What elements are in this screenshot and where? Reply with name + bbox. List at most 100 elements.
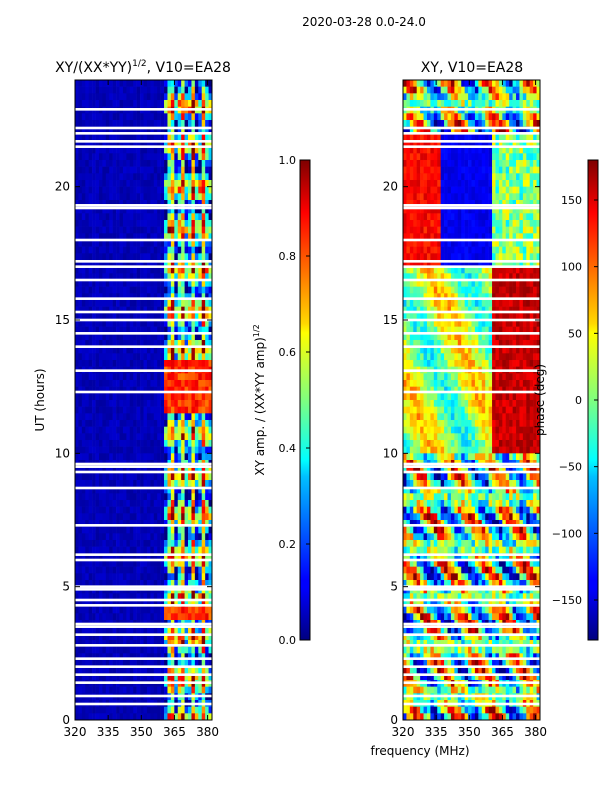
heatmap-cell — [98, 666, 103, 674]
heatmap-cell — [119, 146, 124, 154]
heatmap-cell — [164, 506, 168, 514]
heatmap-cell — [126, 340, 131, 347]
heatmap-cell — [119, 706, 124, 714]
heatmap-cell — [529, 226, 534, 234]
heatmap-cell — [146, 666, 151, 674]
heatmap-cell — [112, 393, 117, 401]
heatmap-cell — [181, 453, 185, 461]
heatmap-cell — [205, 200, 209, 207]
heatmap-cell — [444, 80, 448, 87]
heatmap-cell — [78, 93, 83, 101]
heatmap-cell — [126, 313, 131, 321]
heatmap-cell — [122, 626, 127, 634]
heatmap-cell — [474, 186, 479, 194]
heatmap-cell — [81, 406, 86, 414]
heatmap-cell — [126, 486, 131, 494]
heatmap-cell — [529, 133, 534, 141]
heatmap-cell — [129, 280, 134, 287]
heatmap-cell — [167, 673, 172, 681]
heatmap-cell — [198, 646, 203, 654]
heatmap-cell — [481, 93, 486, 101]
heatmap-cell — [98, 120, 103, 127]
heatmap-cell — [194, 226, 199, 234]
heatmap-cell — [201, 480, 206, 487]
heatmap-cell — [174, 513, 179, 521]
heatmap-cell — [167, 346, 172, 354]
heatmap-cell — [440, 146, 445, 154]
heatmap-cell — [81, 706, 86, 714]
heatmap-cell — [160, 440, 165, 447]
heatmap-cell — [143, 266, 148, 274]
heatmap-cell — [105, 193, 110, 201]
heatmap-cell — [98, 473, 103, 481]
heatmap-cell — [85, 180, 89, 187]
heatmap-cell — [126, 473, 131, 481]
heatmap-cell — [122, 466, 127, 474]
heatmap-cell — [157, 573, 161, 581]
heatmap-cell — [133, 113, 137, 121]
heatmap-cell — [81, 640, 86, 647]
figure-suptitle: 2020-03-28 0.0-24.0 — [302, 15, 426, 29]
heatmap-cell — [122, 273, 127, 281]
heatmap-cell — [153, 640, 158, 647]
heatmap-cell — [502, 193, 507, 201]
heatmap-cell — [116, 353, 120, 361]
heatmap-cell — [181, 386, 185, 394]
heatmap-cell — [157, 133, 161, 141]
heatmap-cell — [177, 400, 182, 407]
heatmap-cell — [177, 500, 182, 507]
heatmap-cell — [201, 160, 206, 167]
heatmap-cell — [194, 273, 199, 281]
heatmap-cell — [498, 146, 503, 154]
heatmap-cell — [78, 640, 83, 647]
heatmap-cell — [75, 313, 79, 321]
heatmap-cell — [157, 213, 161, 221]
heatmap-cell — [416, 113, 421, 121]
heatmap-cell — [198, 153, 203, 161]
heatmap-cell — [102, 246, 107, 254]
heatmap-cell — [160, 320, 165, 327]
heatmap-cell — [181, 500, 185, 507]
heatmap-cell — [75, 433, 79, 441]
heatmap-cell — [194, 660, 199, 667]
heatmap-cell — [188, 386, 192, 394]
heatmap-cell — [488, 146, 493, 154]
heatmap-cell — [143, 546, 148, 554]
heatmap-cell — [112, 233, 117, 241]
heatmap-cell — [129, 453, 134, 461]
heatmap-cell — [205, 400, 209, 407]
heatmap-cell — [126, 506, 131, 514]
heatmap-cell — [423, 133, 428, 141]
heatmap-cell — [88, 406, 93, 414]
heatmap-cell — [133, 406, 137, 414]
heatmap-cell — [95, 313, 100, 321]
heatmap-cell — [194, 546, 199, 554]
heatmap-cell — [426, 246, 431, 254]
heatmap-cell — [201, 426, 206, 434]
heatmap-cell — [146, 286, 151, 294]
heatmap-cell — [498, 100, 503, 107]
heatmap-cell — [498, 140, 503, 147]
heatmap-cell — [519, 240, 524, 247]
heatmap-cell — [420, 246, 424, 254]
heatmap-cell — [92, 593, 96, 601]
heatmap-cell — [129, 573, 134, 581]
heatmap-cell — [85, 213, 89, 221]
heatmap-cell — [164, 553, 168, 561]
heatmap-cell — [464, 120, 469, 127]
heatmap-cell — [153, 426, 158, 434]
heatmap-cell — [533, 140, 537, 147]
heatmap-cell — [78, 126, 83, 134]
heatmap-cell — [102, 420, 107, 427]
heatmap-cell — [406, 146, 411, 154]
heatmap-cell — [105, 660, 110, 667]
heatmap-cell — [416, 100, 421, 107]
heatmap-cell — [150, 166, 155, 174]
heatmap-cell — [208, 686, 213, 694]
heatmap-cell — [457, 120, 462, 127]
heatmap-cell — [191, 360, 196, 367]
heatmap-cell — [194, 306, 199, 314]
heatmap-cell — [164, 386, 168, 394]
heatmap-cell — [170, 506, 175, 514]
heatmap-cell — [505, 80, 510, 87]
